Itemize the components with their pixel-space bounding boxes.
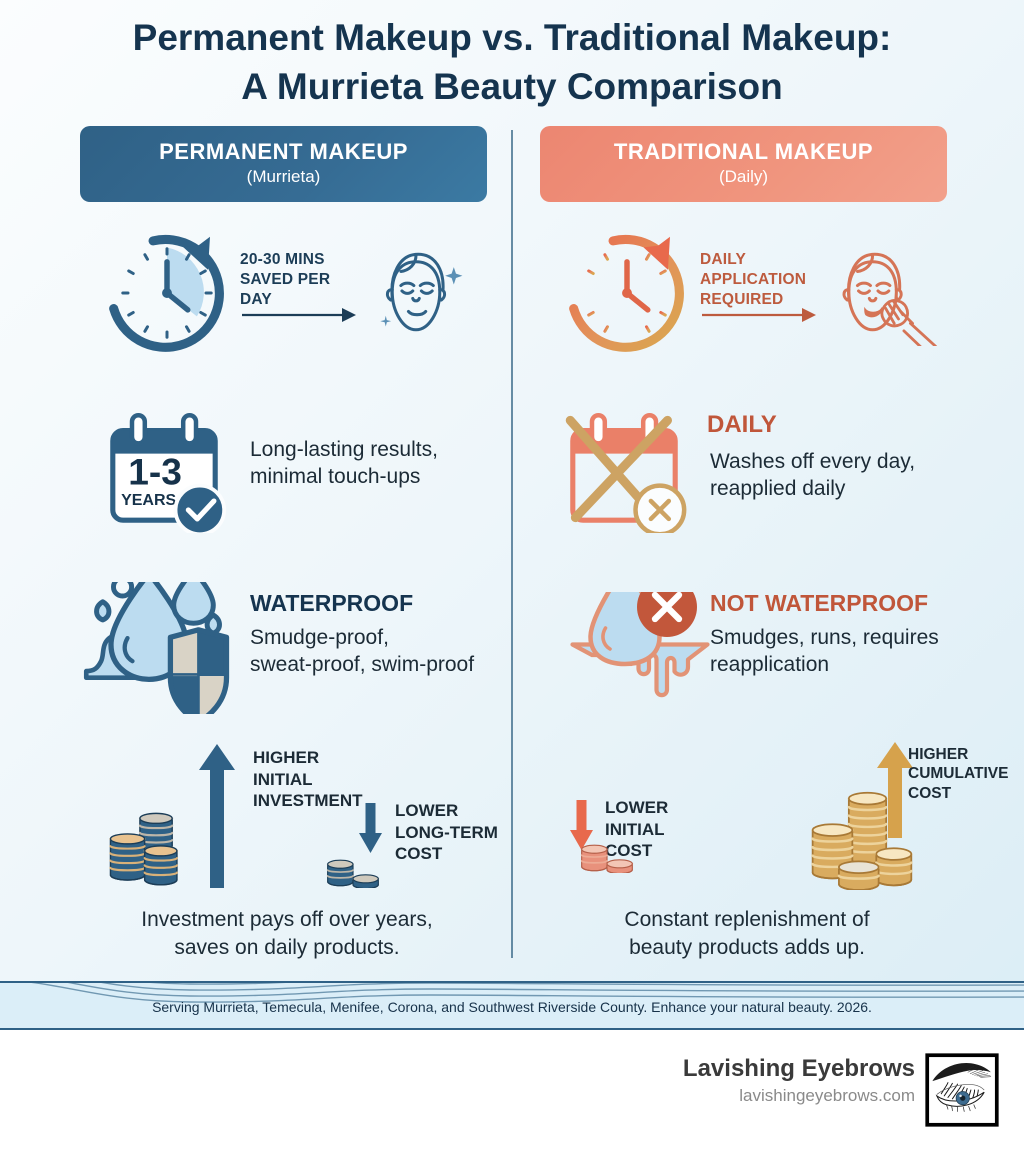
svg-text:YEARS: YEARS (121, 492, 176, 509)
svg-text:1-3: 1-3 (128, 450, 182, 492)
